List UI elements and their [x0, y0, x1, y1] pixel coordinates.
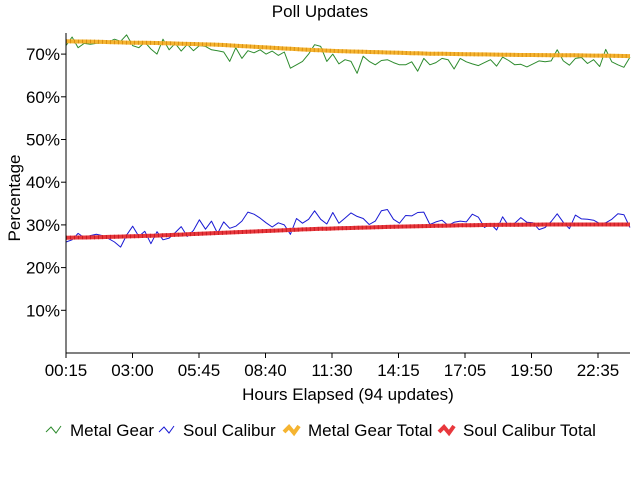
legend-label-soul-calibur-total: Soul Calibur Total	[463, 421, 596, 440]
y-tick-label: 20%	[26, 259, 60, 278]
y-tick-label: 70%	[26, 45, 60, 64]
y-tick-label: 30%	[26, 216, 60, 235]
legend: Metal Gear Soul Calibur Metal Gear Total So…	[45, 421, 596, 440]
x-tick-label: 11:30	[311, 361, 352, 380]
y-tick-label: 60%	[26, 88, 60, 107]
legend-swatch-soul-calibur-total	[437, 424, 456, 437]
series-metal-gear-total-line	[65, 39, 631, 59]
chart-title: Poll Updates	[272, 2, 368, 21]
x-tick-label: 17:05	[444, 361, 487, 380]
legend-label-metal-gear-total: Metal Gear Total	[308, 421, 432, 440]
plot-area	[65, 34, 631, 248]
legend-swatch-soul-calibur	[158, 425, 175, 434]
x-axis-ticks: 00:15 03:00 05:45 08:40 11:30 14:15 17:05 19:50…	[45, 353, 620, 380]
y-axis-label: Percentage	[5, 155, 24, 242]
y-tick-label: 40%	[26, 173, 60, 192]
x-tick-label: 08:40	[244, 361, 287, 380]
x-axis-label: Hours Elapsed (94 updates)	[242, 385, 454, 404]
x-tick-label: 19:50	[510, 361, 553, 380]
x-tick-label: 14:15	[377, 361, 420, 380]
y-tick-label: 10%	[26, 301, 60, 320]
legend-label-metal-gear: Metal Gear	[70, 421, 154, 440]
x-tick-label: 03:00	[111, 361, 154, 380]
x-tick-label: 22:35	[577, 361, 620, 380]
legend-swatch-metal-gear-total	[282, 424, 301, 437]
x-tick-label: 05:45	[178, 361, 221, 380]
legend-swatch-metal-gear	[45, 425, 62, 434]
x-tick-label: 00:15	[45, 361, 88, 380]
y-tick-label: 50%	[26, 131, 60, 150]
y-axis-ticks: 10% 20% 30% 40% 50% 60% 70%	[26, 45, 66, 320]
series-soul-calibur-total-line	[65, 222, 630, 240]
legend-label-soul-calibur: Soul Calibur	[183, 421, 276, 440]
series-metal-gear-line	[65, 34, 631, 74]
